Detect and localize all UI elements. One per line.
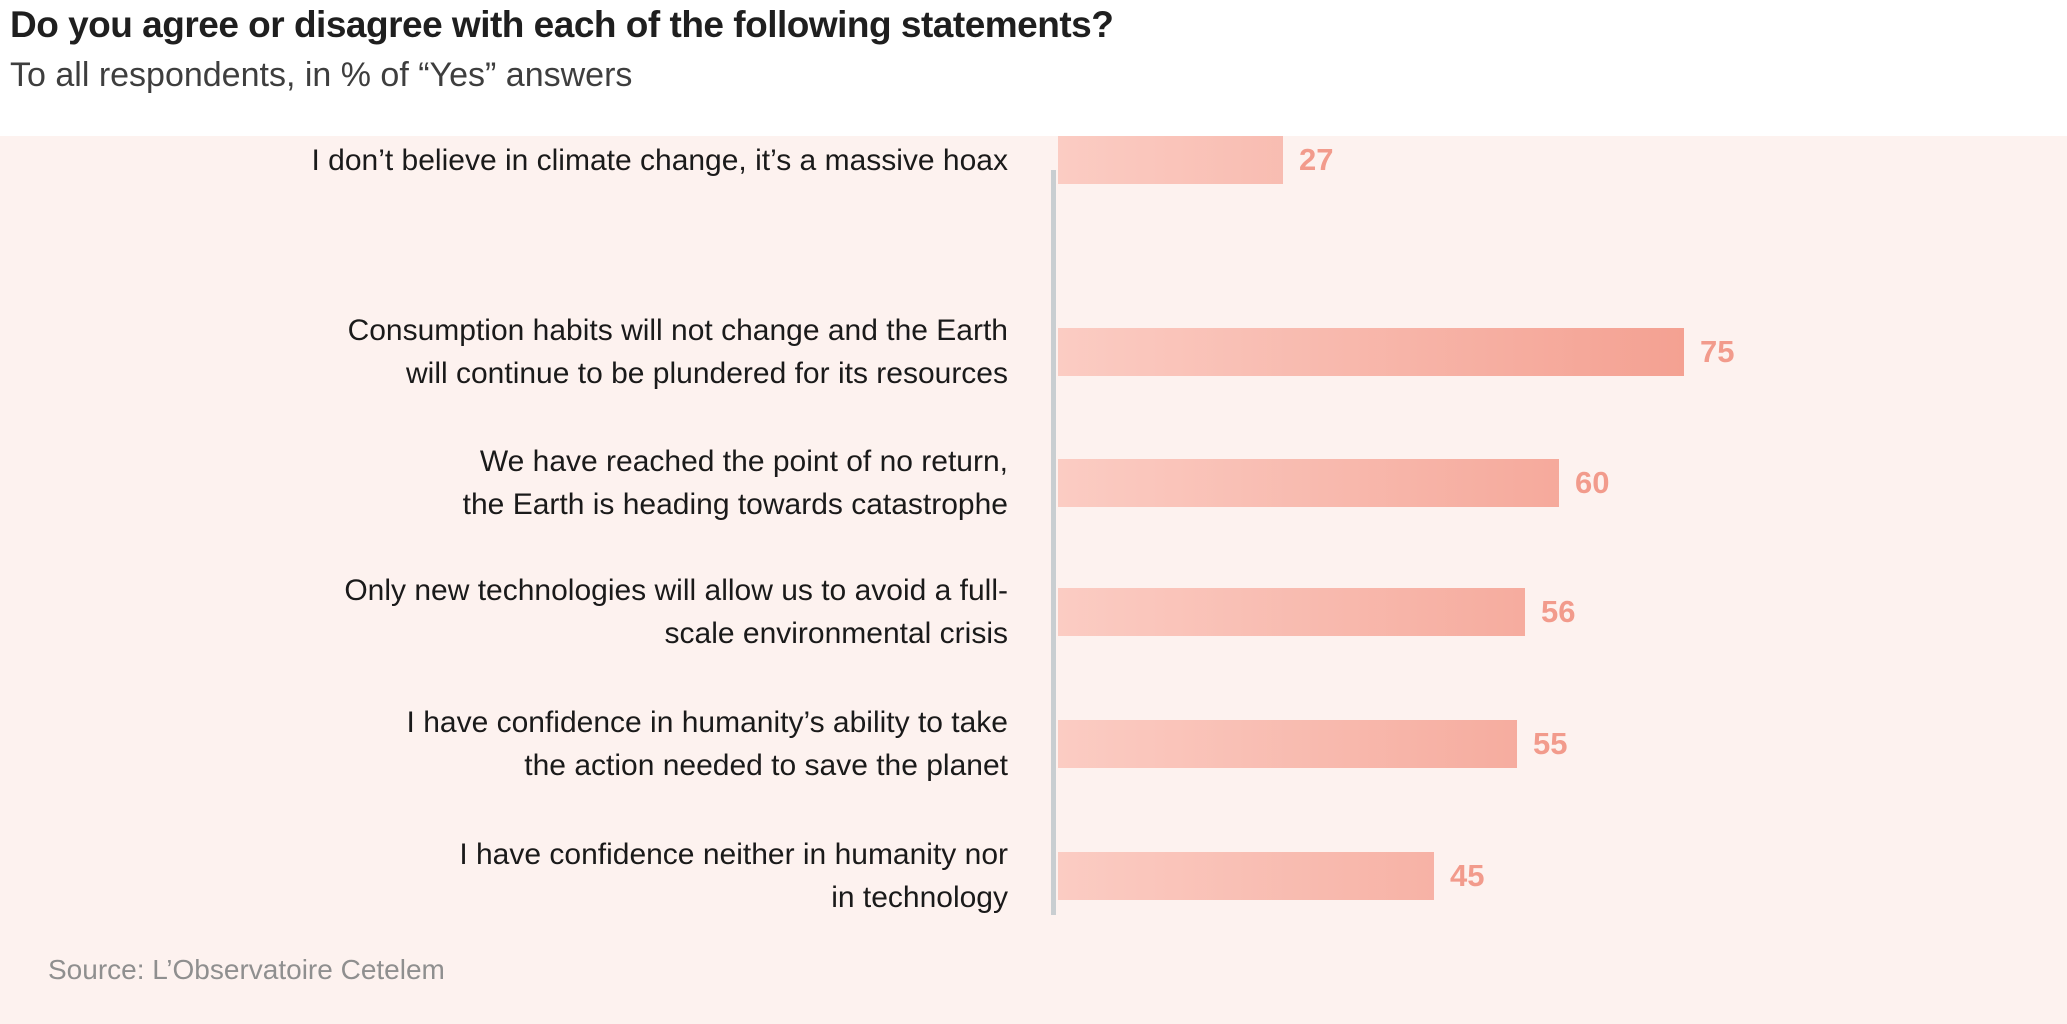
bar-row: I don’t believe in climate change, it’s … xyxy=(0,136,1333,184)
bar-value-label: 56 xyxy=(1541,594,1576,629)
y-axis-line xyxy=(1051,170,1056,915)
bar-value-label: 55 xyxy=(1533,726,1568,761)
bar-row: I have confidence in humanity’s ability … xyxy=(0,706,1568,782)
bar-value-label: 60 xyxy=(1575,465,1610,500)
category-label: I have confidence neither in humanity no… xyxy=(459,838,1008,914)
bar xyxy=(1058,588,1525,636)
bar-value-label: 27 xyxy=(1299,142,1334,177)
bar-chart: Consumption habits will not change and t… xyxy=(0,136,2067,1024)
bar-value-label: 75 xyxy=(1700,334,1735,369)
bar xyxy=(1058,852,1434,900)
category-label: Only new technologies will allow us to a… xyxy=(344,574,1008,650)
bar xyxy=(1058,136,1283,184)
chart-subtitle: To all respondents, in % of “Yes” answer… xyxy=(10,56,633,94)
category-label: Consumption habits will not change and t… xyxy=(347,314,1008,390)
bar-row: Consumption habits will not change and t… xyxy=(0,314,1735,390)
chart-title: Do you agree or disagree with each of th… xyxy=(10,4,1114,45)
bar-row: I have confidence neither in humanity no… xyxy=(0,838,1485,914)
category-label: I have confidence in humanity’s ability … xyxy=(406,706,1008,782)
bar xyxy=(1058,328,1684,376)
bar-row: We have reached the point of no return, … xyxy=(0,445,1610,521)
bar-row: Only new technologies will allow us to a… xyxy=(0,574,1576,650)
category-label: We have reached the point of no return, … xyxy=(462,445,1008,521)
bar-value-label: 45 xyxy=(1450,858,1485,893)
bar xyxy=(1058,720,1517,768)
chart-header: Do you agree or disagree with each of th… xyxy=(0,0,2067,136)
source-note: Source: L’Observatoire Cetelem xyxy=(48,954,445,985)
bar xyxy=(1058,459,1559,507)
category-label: I don’t believe in climate change, it’s … xyxy=(311,143,1009,177)
